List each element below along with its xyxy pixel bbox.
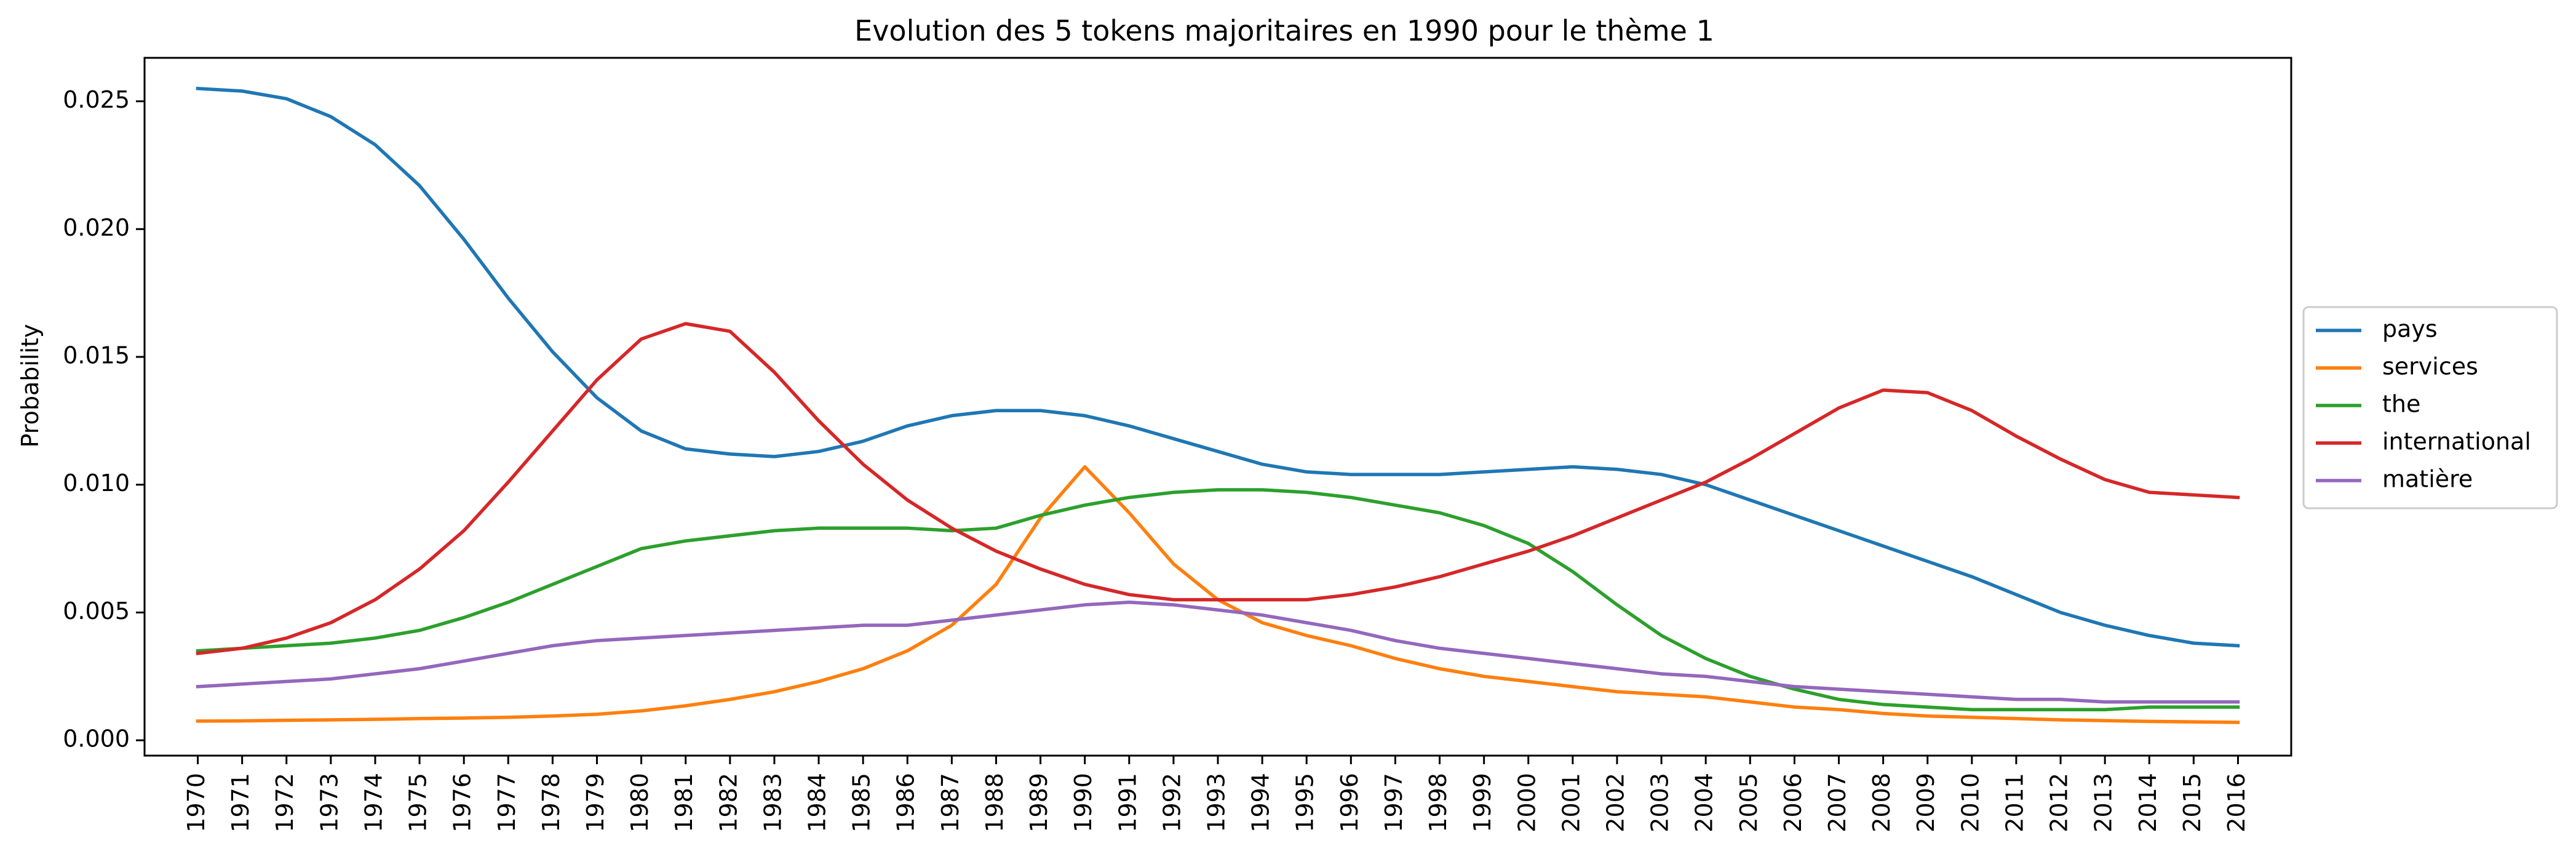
plot-border — [143, 57, 2292, 757]
x-tick-label: 1979 — [582, 773, 609, 833]
x-tick-label: 1993 — [1203, 773, 1230, 833]
x-tick-label: 1980 — [626, 773, 653, 833]
x-tick-label: 1970 — [183, 773, 210, 833]
y-axis-label: Probability — [17, 324, 44, 448]
x-tick-label: 1988 — [981, 773, 1008, 833]
series-line-the — [196, 488, 2240, 711]
x-tick-label: 1989 — [1025, 773, 1052, 833]
x-tick-label: 1998 — [1425, 773, 1452, 833]
x-tick-label: 1978 — [538, 773, 565, 833]
plot-area — [145, 58, 2291, 756]
x-axis: 1970 1971 1972 1973 1974 1975 1976 1977 1978 1979… — [183, 756, 2250, 833]
y-tick-label: 0.000 — [63, 725, 130, 753]
x-tick-label: 1999 — [1469, 773, 1496, 833]
x-tick-label: 1995 — [1292, 773, 1319, 833]
x-tick-label: 2000 — [1513, 773, 1540, 833]
x-tick-label: 1990 — [1070, 773, 1097, 833]
x-tick-label: 1984 — [804, 773, 831, 833]
chart-title: Evolution des 5 tokens majoritaires en 1… — [854, 14, 1714, 47]
x-tick-label: 1975 — [405, 773, 432, 833]
legend-label: pays — [2382, 316, 2438, 343]
series-line-pays — [196, 86, 2240, 648]
y-tick-label: 0.010 — [63, 469, 130, 497]
x-tick-label: 1994 — [1247, 773, 1274, 833]
plot-background — [145, 58, 2291, 756]
x-tick-label: 2013 — [2090, 773, 2117, 833]
x-tick-label: 2014 — [2134, 773, 2161, 833]
x-tick-label: 2015 — [2179, 773, 2206, 833]
x-tick-label: 2012 — [2046, 773, 2073, 833]
legend-label: international — [2382, 428, 2531, 455]
x-tick-label: 1981 — [670, 773, 698, 833]
x-tick-label: 1985 — [848, 773, 875, 833]
legend-label: the — [2382, 391, 2420, 418]
x-tick-label: 2003 — [1647, 773, 1674, 833]
x-tick-label: 1992 — [1158, 773, 1185, 833]
plot-frame — [143, 57, 2292, 757]
x-tick-label: 1974 — [360, 773, 387, 833]
legend-label: services — [2382, 353, 2478, 380]
x-tick-label: 1977 — [493, 773, 520, 833]
legend: pays services the international matière — [2302, 306, 2558, 509]
y-tick-label: 0.025 — [63, 86, 130, 113]
x-tick-label: 1996 — [1336, 773, 1363, 833]
x-tick-label: 1972 — [271, 773, 298, 833]
y-tick-label: 0.005 — [63, 597, 130, 625]
series-line-international — [196, 322, 2240, 655]
x-tick-label: 1997 — [1380, 773, 1407, 833]
legend-label: matière — [2382, 466, 2473, 493]
y-tick-label: 0.020 — [63, 214, 130, 241]
x-tick-label: 2007 — [1824, 773, 1851, 833]
x-tick-label: 2001 — [1557, 773, 1584, 833]
x-tick-label: 2016 — [2223, 773, 2250, 833]
x-tick-label: 2011 — [2001, 773, 2028, 833]
legend-box — [2302, 306, 2558, 509]
series-lines — [196, 86, 2240, 724]
x-tick-label: 1983 — [759, 773, 786, 833]
x-tick-label: 2004 — [1691, 773, 1718, 833]
y-tick-label: 0.015 — [63, 342, 130, 369]
x-tick-label: 2005 — [1735, 773, 1762, 833]
x-tick-label: 1991 — [1114, 773, 1141, 833]
x-tick-label: 1986 — [892, 773, 920, 833]
x-tick-label: 1976 — [449, 773, 476, 833]
x-tick-label: 1987 — [937, 773, 964, 833]
x-tick-label: 1973 — [316, 773, 343, 833]
series-line-matiere — [196, 601, 2240, 704]
x-tick-label: 2008 — [1868, 773, 1895, 833]
x-tick-label: 2009 — [1912, 773, 1939, 833]
x-tick-label: 2002 — [1602, 773, 1629, 833]
x-tick-label: 1982 — [715, 773, 742, 833]
y-axis: 0.000 0.005 0.010 0.015 0.020 0.025 — [63, 86, 145, 753]
x-tick-label: 1971 — [227, 773, 254, 833]
x-tick-label: 2010 — [1957, 773, 1984, 833]
x-tick-label: 2006 — [1779, 773, 1807, 833]
